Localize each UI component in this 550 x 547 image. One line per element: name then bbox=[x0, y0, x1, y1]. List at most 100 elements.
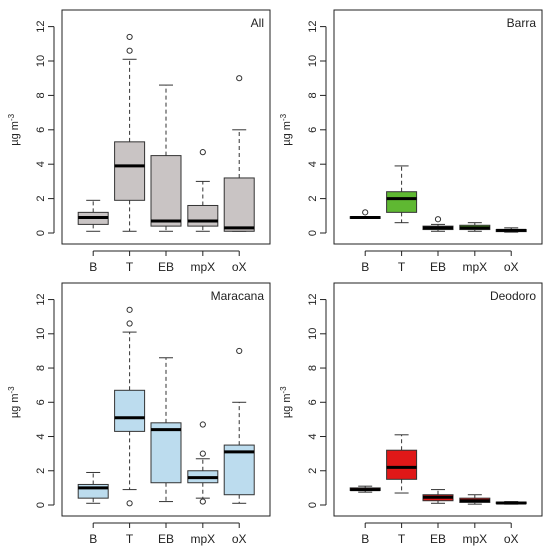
y-tick-label: 6 bbox=[307, 399, 319, 405]
x-tick-label: EB bbox=[430, 532, 446, 546]
x-tick-label: B bbox=[89, 532, 97, 546]
plot-frame bbox=[61, 9, 271, 245]
box-mpX bbox=[459, 494, 491, 505]
chart-panel: 0 2 4 6 8 10 12 µg m-3 B T EB mpX oX All bbox=[7, 9, 271, 274]
x-tick-label: oX bbox=[504, 260, 519, 274]
y-tick-label: 2 bbox=[35, 196, 47, 202]
x-tick-label: mpX bbox=[462, 260, 487, 274]
y-tick-label: 8 bbox=[35, 365, 47, 371]
outlier-point bbox=[434, 216, 442, 223]
y-tick-label: 12 bbox=[35, 20, 47, 32]
outlier-point bbox=[199, 149, 206, 156]
y-tick-label: 4 bbox=[35, 433, 47, 439]
x-tick-label: T bbox=[126, 532, 134, 546]
y-tick-label: 10 bbox=[35, 328, 47, 340]
y-tick-label: 2 bbox=[307, 468, 319, 474]
chart-panel: 0 2 4 6 8 10 12 µg m-3 B T EB mpX oX Maracana bbox=[7, 282, 271, 546]
box-EB bbox=[422, 489, 454, 504]
box-iqr bbox=[114, 141, 146, 201]
x-tick-label: oX bbox=[232, 260, 247, 274]
outlier-point bbox=[126, 306, 133, 313]
y-tick-label: 10 bbox=[307, 55, 319, 67]
y-tick-label: 0 bbox=[35, 230, 47, 236]
y-tick-label: 0 bbox=[35, 502, 47, 508]
y-tick-label: 4 bbox=[307, 161, 319, 167]
box-B bbox=[349, 209, 381, 220]
x-tick-label: T bbox=[398, 260, 406, 274]
y-tick-label: 4 bbox=[307, 433, 319, 439]
x-tick-label: mpX bbox=[462, 532, 487, 546]
panel-label: All bbox=[251, 16, 264, 30]
box-oX bbox=[223, 347, 255, 504]
y-tick-label: 10 bbox=[35, 55, 47, 67]
box-mpX bbox=[187, 149, 219, 232]
x-tick-label: EB bbox=[158, 260, 174, 274]
y-tick-label: 6 bbox=[35, 127, 47, 133]
outlier-point bbox=[199, 450, 206, 457]
box-T bbox=[386, 165, 418, 224]
chart-panel: 0 2 4 6 8 10 12 µg m-3 B T EB mpX oX Deodoro bbox=[279, 282, 543, 546]
y-axis-title: µg m-3 bbox=[7, 113, 21, 145]
outlier-point bbox=[126, 33, 133, 41]
box-B bbox=[349, 485, 381, 493]
y-tick-label: 12 bbox=[35, 293, 47, 305]
box-iqr bbox=[223, 177, 255, 232]
box-oX bbox=[223, 75, 255, 232]
box-iqr bbox=[150, 422, 182, 484]
plot-frame bbox=[61, 282, 271, 517]
y-tick-label: 12 bbox=[307, 20, 319, 32]
box-oX bbox=[495, 227, 527, 233]
box-T bbox=[114, 33, 146, 232]
panel-label: Maracana bbox=[211, 289, 265, 303]
y-axis-title: µg m-3 bbox=[279, 113, 293, 145]
y-tick-label: 8 bbox=[307, 92, 319, 98]
box-B bbox=[77, 471, 109, 504]
box-iqr bbox=[386, 191, 418, 213]
box-oX bbox=[495, 501, 527, 505]
box-T bbox=[386, 434, 418, 494]
box-iqr bbox=[386, 449, 418, 480]
outlier-point bbox=[126, 320, 133, 327]
plot-frame bbox=[333, 9, 543, 245]
plot-frame bbox=[333, 282, 543, 517]
y-tick-label: 10 bbox=[307, 328, 319, 340]
y-tick-label: 2 bbox=[307, 196, 319, 202]
box-iqr bbox=[114, 389, 146, 432]
box-EB bbox=[150, 357, 182, 503]
outlier-point bbox=[236, 347, 243, 355]
x-tick-label: mpX bbox=[190, 260, 215, 274]
panel-label: Barra bbox=[507, 16, 537, 30]
x-tick-label: B bbox=[361, 260, 369, 274]
panel-label: Deodoro bbox=[490, 289, 536, 303]
outlier-point bbox=[362, 209, 369, 216]
y-tick-label: 8 bbox=[35, 92, 47, 98]
outlier-point bbox=[199, 498, 206, 505]
x-tick-label: EB bbox=[158, 532, 174, 546]
y-tick-label: 0 bbox=[307, 230, 319, 236]
y-tick-label: 4 bbox=[35, 161, 47, 167]
outlier-point bbox=[126, 47, 133, 54]
y-tick-label: 12 bbox=[307, 293, 319, 305]
x-tick-label: B bbox=[361, 532, 369, 546]
outlier-point bbox=[199, 421, 206, 428]
x-tick-label: oX bbox=[504, 532, 519, 546]
box-EB bbox=[150, 84, 182, 232]
outlier-point bbox=[126, 500, 133, 507]
y-axis-title: µg m-3 bbox=[279, 386, 293, 418]
chart-panel: 0 2 4 6 8 10 12 µg m-3 B T EB mpX oX Barra bbox=[279, 9, 543, 274]
box-B bbox=[77, 199, 109, 232]
box-mpX bbox=[187, 421, 219, 505]
x-tick-label: oX bbox=[232, 532, 247, 546]
box-iqr bbox=[150, 155, 182, 227]
x-tick-label: EB bbox=[430, 260, 446, 274]
y-tick-label: 6 bbox=[307, 127, 319, 133]
x-tick-label: mpX bbox=[190, 532, 215, 546]
box-iqr bbox=[187, 204, 219, 227]
y-tick-label: 6 bbox=[35, 399, 47, 405]
x-tick-label: T bbox=[126, 260, 134, 274]
box-mpX bbox=[459, 222, 491, 232]
box-EB bbox=[422, 216, 454, 232]
y-tick-label: 0 bbox=[307, 502, 319, 508]
y-axis-title: µg m-3 bbox=[7, 386, 21, 418]
